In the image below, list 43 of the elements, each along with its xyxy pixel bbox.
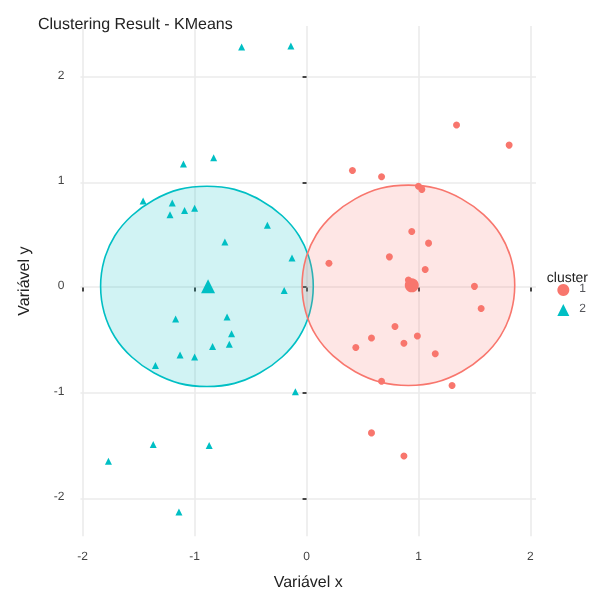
- point: [408, 228, 416, 236]
- point: [205, 442, 213, 450]
- point: [477, 305, 485, 313]
- point: [209, 342, 217, 350]
- point: [378, 173, 386, 181]
- point: [391, 322, 399, 330]
- point: [201, 279, 216, 294]
- point: [288, 254, 296, 262]
- point: [151, 361, 159, 369]
- point: [104, 457, 112, 465]
- point: [221, 238, 229, 246]
- point: [505, 141, 513, 149]
- point: [453, 121, 461, 129]
- point: [470, 282, 478, 290]
- point: [367, 334, 375, 342]
- point: [225, 340, 233, 348]
- x-axis-title: Variável x: [273, 573, 343, 591]
- point: [179, 160, 187, 168]
- point: [263, 221, 271, 229]
- point: [352, 344, 360, 352]
- point: [413, 332, 421, 340]
- point: [325, 259, 333, 267]
- point: [378, 377, 386, 385]
- point: [348, 166, 356, 174]
- y-axis-title: Variável y: [15, 246, 33, 316]
- point: [425, 239, 433, 247]
- point: [367, 429, 375, 437]
- point: [238, 43, 246, 51]
- point: [431, 350, 439, 358]
- point: [168, 199, 176, 207]
- point: [280, 287, 288, 295]
- point: [149, 440, 157, 448]
- chart-title: Clustering Result - KMeans: [38, 15, 233, 33]
- point: [181, 206, 189, 214]
- point: [166, 211, 174, 219]
- point: [400, 339, 408, 347]
- point: [385, 253, 393, 261]
- point: [191, 204, 199, 212]
- point: [172, 315, 180, 323]
- point: [228, 330, 236, 338]
- point: [421, 266, 429, 273]
- point: [287, 42, 295, 50]
- point: [448, 381, 456, 389]
